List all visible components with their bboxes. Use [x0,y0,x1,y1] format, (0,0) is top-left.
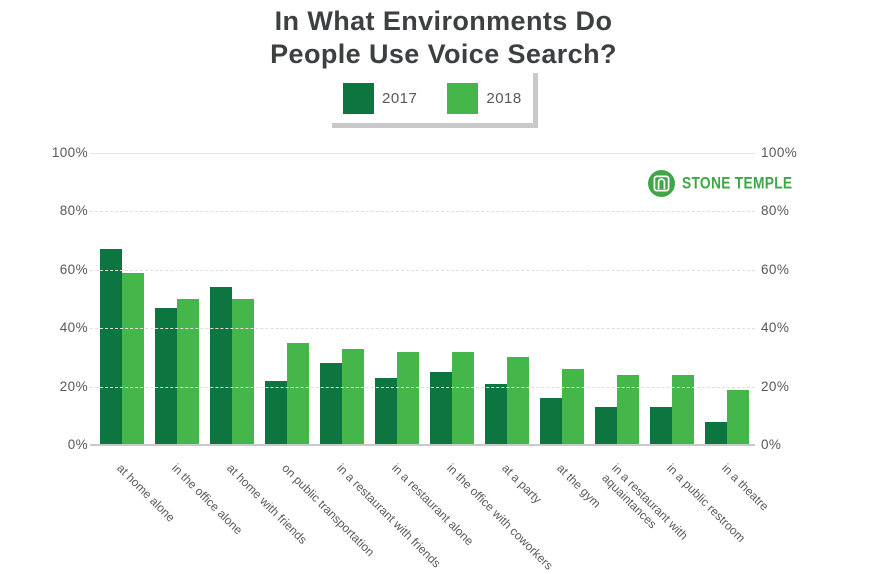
gridline-100 [90,153,755,154]
x-tick-label: at the gym [554,461,604,511]
legend-label: 2017 [382,89,418,107]
bar-2017-in-a-restaurant-alone [375,377,397,445]
y-tick-label: 80% [59,203,88,219]
bar-2018-in-a-public-restroom [672,374,694,445]
y-tick-label: 60% [761,261,790,277]
bar-2018-at-home-alone [122,272,144,445]
x-tick-label: on public transportation [279,461,378,560]
y-tick-label: 40% [761,320,790,336]
gridline-20 [90,386,755,388]
bar-2018-in-the-office-alone [177,299,199,445]
stone-temple-logo: STONE TEMPLE [648,170,802,197]
legend-swatch [343,82,374,114]
bar-2017-on-public-transportation [265,380,287,445]
gridline-60 [90,269,755,271]
chart-title-line2: People Use Voice Search? [270,39,617,69]
x-tick-label: in a theatre [719,461,772,514]
legend-item-2017: 2017 [343,82,418,114]
bar-2017-at-a-party [485,383,507,445]
y-tick-label: 0% [67,437,88,452]
bar-2018-at-the-gym [562,369,584,445]
legend-swatch [447,82,479,114]
bar-2018-in-a-restaurant-with-friends [342,348,364,445]
y-tick-label: 40% [59,320,88,336]
bar-2017-at-home-with-friends [210,287,232,445]
logo-wordmark: STONE TEMPLE [682,174,793,193]
y-tick-label: 100% [761,145,798,160]
bar-2018-in-a-theatre [727,389,749,445]
bar-2018-at-home-with-friends [232,299,254,445]
bar-2017-at-home-alone [100,249,122,445]
gridline-40 [90,328,755,330]
bar-2018-at-a-party [507,357,529,445]
bar-2017-in-the-office-alone [155,307,177,445]
bar-2017-in-a-restaurant-with-friends [320,363,342,445]
gridline-80 [90,211,755,213]
chart-title: In What Environments Do People Use Voice… [0,5,887,71]
x-tick-label: at a party [499,461,545,507]
bar-2017-in-a-theatre [705,421,727,445]
bar-2017-at-the-gym [540,398,562,445]
y-tick-label: 100% [51,145,88,160]
chart-title-line1: In What Environments Do [274,6,613,36]
stone-temple-door-icon [648,170,675,197]
bar-2017-in-a-public-restroom [650,407,672,445]
bar-2018-on-public-transportation [287,342,309,445]
y-tick-label: 80% [761,203,790,219]
bar-2017-in-the-office-with-coworkers [430,372,452,445]
bar-2018-in-a-restaurant-alone [397,351,419,445]
y-tick-label: 60% [59,261,88,277]
gridline-0 [90,444,755,446]
y-axis-left: 0% 20% 40% 60% 80% 100% [33,145,88,452]
x-tick-label: in a restaurant with friends [334,461,444,571]
y-axis-right: 0% 20% 40% 60% 80% 100% [761,145,816,452]
y-tick-label: 20% [59,378,88,394]
legend-item-2018: 2018 [447,82,522,114]
y-tick-label: 20% [761,378,790,394]
x-axis-labels: at home alone in the office alone at home … [90,445,771,574]
x-tick-label: in the office with coworkers [444,461,556,573]
bar-2017-in-a-restaurant-with-aquaintances [595,407,617,445]
bar-2018-in-a-restaurant-with-aquaintances [617,374,639,445]
y-tick-label: 0% [761,437,782,452]
plot-area [90,153,755,446]
legend-label: 2018 [486,89,522,107]
legend: 2017 2018 [332,73,538,128]
bar-2018-in-the-office-with-coworkers [452,351,474,445]
